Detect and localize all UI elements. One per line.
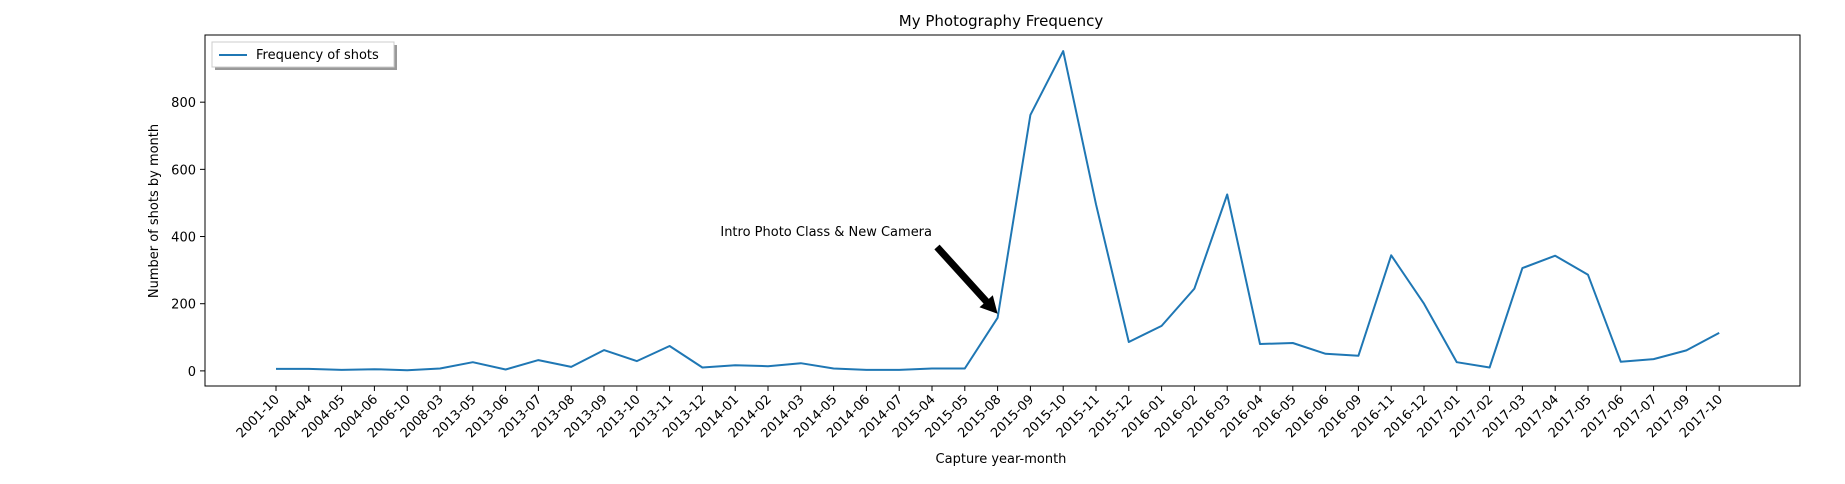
data-point [1028, 113, 1032, 117]
y-tick-label: 200 [171, 298, 196, 313]
data-point [1323, 352, 1327, 356]
data-point [602, 348, 606, 352]
data-point [930, 366, 934, 370]
data-point [897, 368, 901, 372]
y-axis-label: Number of shots by month [147, 124, 162, 298]
data-point [471, 360, 475, 364]
data-point [503, 367, 507, 371]
data-point [1356, 354, 1360, 358]
data-point [1553, 253, 1557, 257]
data-point [700, 365, 704, 369]
data-point [1422, 302, 1426, 306]
data-point [635, 359, 639, 363]
data-point [1159, 324, 1163, 328]
y-tick-label: 800 [171, 96, 196, 111]
x-axis-label: Capture year-month [936, 452, 1067, 467]
data-point [1094, 202, 1098, 206]
y-axis: 0 200 400 600 800 [171, 96, 205, 380]
y-tick-label: 600 [171, 163, 196, 178]
annotation: Intro Photo Class & New Camera [720, 225, 998, 314]
data-point [1455, 360, 1459, 364]
data-point [1192, 286, 1196, 290]
data-point [569, 365, 573, 369]
y-tick-label: 400 [171, 231, 196, 246]
data-point [1487, 365, 1491, 369]
data-point [963, 366, 967, 370]
data-point [831, 366, 835, 370]
data-point [995, 316, 999, 320]
data-point [536, 358, 540, 362]
data-point [766, 364, 770, 368]
data-point [1520, 266, 1524, 270]
data-point [1651, 357, 1655, 361]
data-point [1061, 49, 1065, 53]
chart-title: My Photography Frequency [899, 12, 1104, 30]
annotation-text: Intro Photo Class & New Camera [720, 225, 932, 240]
data-point [667, 344, 671, 348]
series-layer [274, 49, 1721, 372]
data-point [799, 361, 803, 365]
data-point [438, 366, 442, 370]
data-point [274, 367, 278, 371]
data-point [372, 367, 376, 371]
data-point [733, 363, 737, 367]
data-point [307, 367, 311, 371]
data-point [1717, 331, 1721, 335]
data-point [1291, 341, 1295, 345]
data-point [1258, 342, 1262, 346]
data-point [864, 368, 868, 372]
legend: Frequency of shots [211, 41, 397, 70]
data-point [1684, 348, 1688, 352]
data-point [1389, 253, 1393, 257]
data-point [1127, 340, 1131, 344]
series-line-frequency-of-shots [276, 50, 1720, 372]
x-axis: 2001-102004-042004-052004-062006-102008-… [234, 386, 1726, 441]
y-tick-label: 0 [188, 365, 196, 380]
data-point [405, 368, 409, 372]
data-point [339, 368, 343, 372]
plot-area [204, 34, 1801, 387]
data-point [1586, 273, 1590, 277]
data-point [1225, 192, 1229, 196]
annotation-arrow [934, 244, 998, 314]
legend-label-frequency: Frequency of shots [256, 48, 379, 63]
data-point [1619, 360, 1623, 364]
